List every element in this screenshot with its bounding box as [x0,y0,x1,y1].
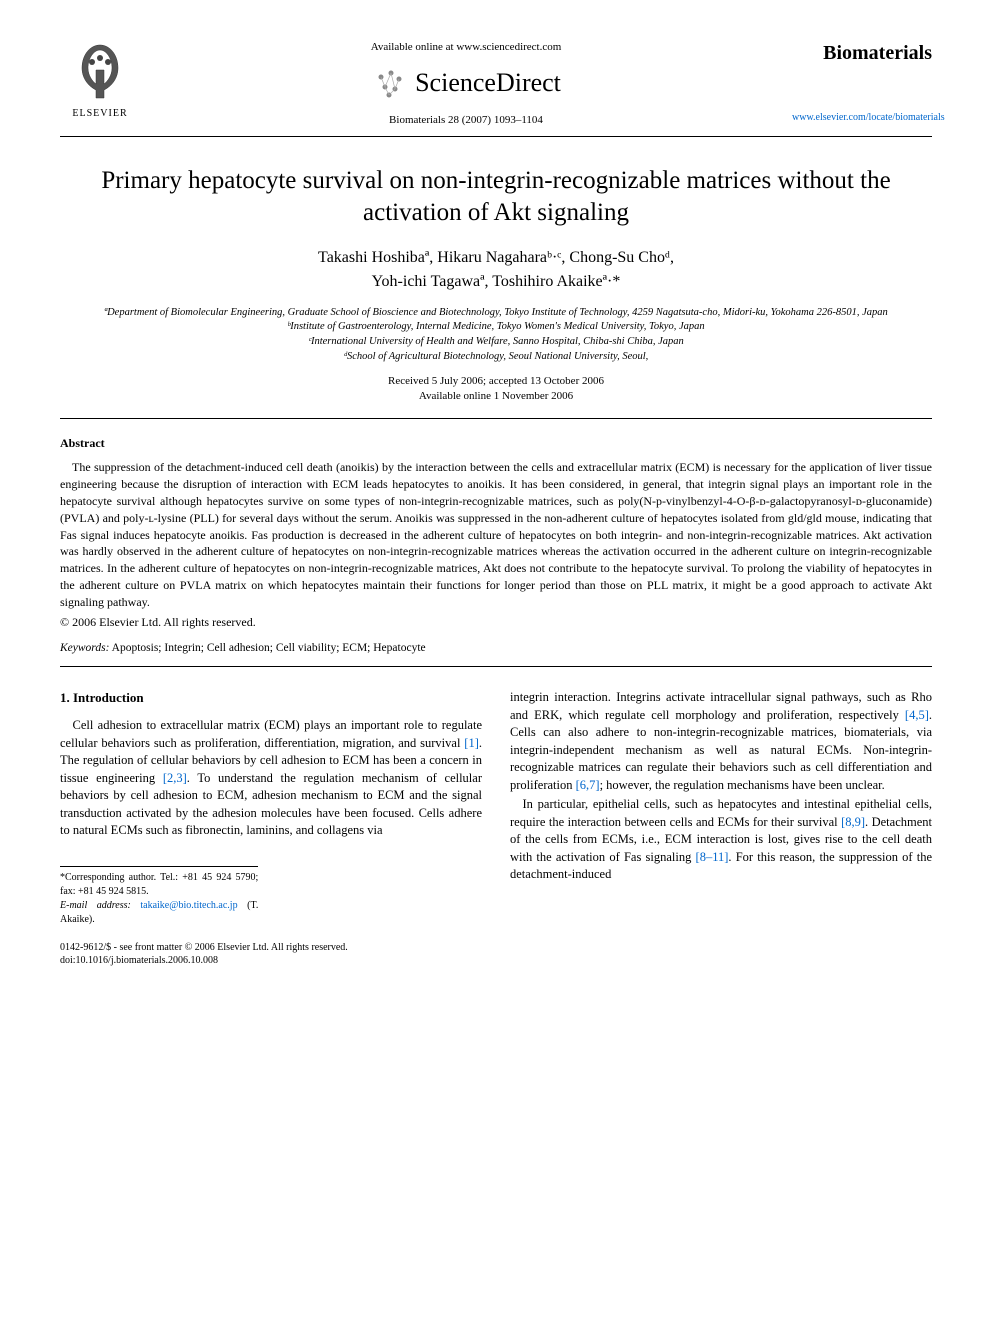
elsevier-tree-icon [70,40,130,100]
body-text: integrin interaction. Integrins activate… [510,690,932,722]
authors: Takashi Hoshibaª, Hikaru Nagaharaᵇ·ᶜ, Ch… [60,246,932,294]
sciencedirect-block: Available online at www.sciencedirect.co… [140,40,792,128]
footnotes: *Corresponding author. Tel.: +81 45 924 … [60,866,258,927]
ref-link-8-9[interactable]: [8,9] [841,815,865,829]
corresponding-author: *Corresponding author. Tel.: +81 45 924 … [60,871,258,899]
right-column: integrin interaction. Integrins activate… [510,689,932,927]
body-text: Cell adhesion to extracellular matrix (E… [60,718,482,750]
page-header: ELSEVIER Available online at www.science… [60,40,932,128]
front-matter-text: 0142-9612/$ - see front matter © 2006 El… [60,941,348,955]
dates: Received 5 July 2006; accepted 13 Octobe… [60,374,932,404]
journal-block: Biomaterials www.elsevier.com/locate/bio… [792,40,932,125]
journal-name: Biomaterials [792,40,932,67]
journal-url-link[interactable]: www.elsevier.com/locate/biomaterials [792,112,945,123]
ref-link-6-7[interactable]: [6,7] [576,778,600,792]
article-title: Primary hepatocyte survival on non-integ… [60,165,932,230]
abstract-block: Abstract The suppression of the detachme… [60,435,932,631]
elsevier-logo: ELSEVIER [60,40,140,120]
sciencedirect-name: ScienceDirect [415,65,561,100]
abstract-copyright: © 2006 Elsevier Ltd. All rights reserved… [60,614,932,630]
ref-link-2-3[interactable]: [2,3] [163,771,187,785]
divider-top [60,136,932,137]
right-paragraph-1: integrin interaction. Integrins activate… [510,689,932,794]
online-date: Available online 1 November 2006 [60,389,932,404]
body-text: ; however, the regulation mechanisms hav… [600,778,885,792]
authors-line2: Yoh-ichi Tagawaª, Toshihiro Akaikeª·* [372,273,621,290]
ref-link-1[interactable]: [1] [464,736,479,750]
citation-text: Biomaterials 28 (2007) 1093–1104 [140,113,792,128]
ref-link-8-11[interactable]: [8–11] [696,850,729,864]
abstract-text: The suppression of the detachment-induce… [60,459,932,610]
page-footer: 0142-9612/$ - see front matter © 2006 El… [60,941,932,968]
right-paragraph-2: In particular, epithelial cells, such as… [510,796,932,884]
affiliations: ªDepartment of Biomolecular Engineering,… [60,306,932,365]
received-date: Received 5 July 2006; accepted 13 Octobe… [60,374,932,389]
footer-left: 0142-9612/$ - see front matter © 2006 El… [60,941,348,968]
email-link[interactable]: takaike@bio.titech.ac.jp [131,900,247,911]
left-paragraph-1: Cell adhesion to extracellular matrix (E… [60,717,482,840]
affiliation-b: ᵇInstitute of Gastroenterology, Internal… [60,320,932,335]
abstract-heading: Abstract [60,435,932,451]
affiliation-a: ªDepartment of Biomolecular Engineering,… [60,306,932,321]
available-online-text: Available online at www.sciencedirect.co… [140,40,792,55]
body-columns: 1. Introduction Cell adhesion to extrace… [60,689,932,927]
keywords-label: Keywords: [60,642,109,654]
doi-text: doi:10.1016/j.biomaterials.2006.10.008 [60,954,348,968]
affiliation-c: ᶜInternational University of Health and … [60,335,932,350]
section-heading-introduction: 1. Introduction [60,689,482,707]
elsevier-text: ELSEVIER [60,107,140,121]
sciencedirect-dots-icon [371,65,407,101]
divider-abstract-top [60,418,932,419]
ref-link-4-5[interactable]: [4,5] [905,708,929,722]
email-line: E-mail address: takaike@bio.titech.ac.jp… [60,899,258,927]
left-column: 1. Introduction Cell adhesion to extrace… [60,689,482,927]
keywords: Keywords: Apoptosis; Integrin; Cell adhe… [60,641,932,657]
authors-line1: Takashi Hoshibaª, Hikaru Nagaharaᵇ·ᶜ, Ch… [318,249,674,266]
divider-abstract-bottom [60,666,932,667]
affiliation-d: ᵈSchool of Agricultural Biotechnology, S… [60,350,932,365]
email-label: E-mail address: [60,900,131,911]
sciencedirect-logo: ScienceDirect [140,65,792,101]
keywords-text: Apoptosis; Integrin; Cell adhesion; Cell… [109,642,425,654]
